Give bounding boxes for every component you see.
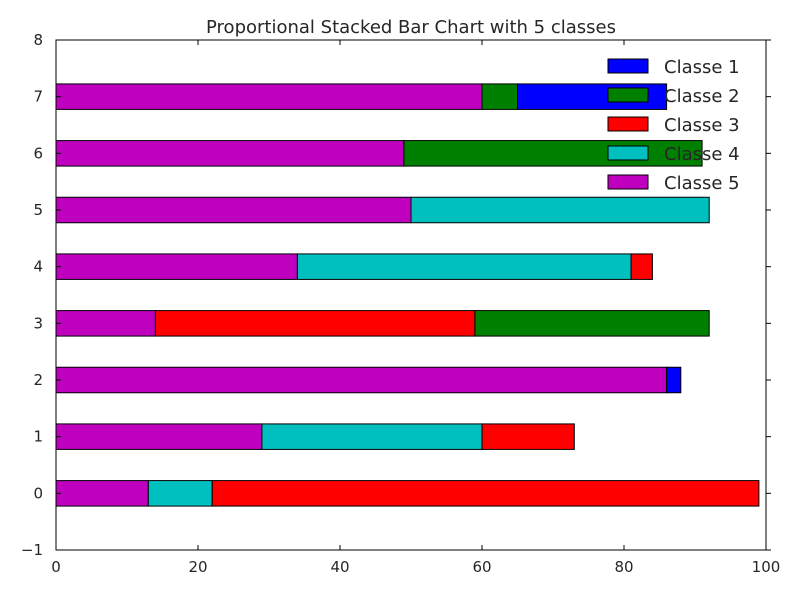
bar-segment-classe-5-row-3	[55, 310, 156, 337]
y-tick-label: 5	[33, 201, 43, 219]
legend-item-classe-1: Classe 1	[607, 57, 740, 78]
legend-label: Classe 2	[664, 86, 740, 107]
bar-segment-classe-3-row-0	[211, 480, 760, 507]
axis-ticks: 0 20 40 60 80 100 −1 0 1 2 3 4 5 6 7 8	[21, 31, 780, 576]
x-tick-label: 20	[188, 558, 207, 576]
bar-segment-classe-4-row-4	[296, 253, 632, 280]
bar-segment-classe-5-row-6	[55, 140, 405, 167]
y-tick-label: 4	[33, 258, 43, 276]
y-tick-label: 3	[33, 314, 43, 332]
x-tick-label: 80	[614, 558, 633, 576]
chart-title: Proportional Stacked Bar Chart with 5 cl…	[206, 17, 616, 38]
legend-swatch	[607, 87, 649, 103]
bar-segment-classe-5-row-5	[55, 196, 412, 224]
x-tick-label: 0	[51, 558, 61, 576]
legend-swatch	[607, 58, 649, 74]
legend-item-classe-3: Classe 3	[607, 115, 740, 136]
bar-segment-classe-4-row-0	[147, 480, 213, 507]
bar-segment-classe-2-row-3	[474, 310, 710, 337]
legend-label: Classe 4	[664, 144, 740, 165]
x-tick-label: 100	[752, 558, 781, 576]
bar-segment-classe-5-row-0	[55, 480, 149, 507]
bar-segment-classe-3-row-3	[154, 310, 476, 337]
legend-label: Classe 1	[664, 57, 740, 78]
bar-segment-classe-5-row-7	[55, 83, 483, 110]
legend-label: Classe 3	[664, 115, 740, 136]
bar-segment-classe-5-row-4	[55, 253, 298, 280]
x-tick-label: 60	[472, 558, 491, 576]
y-tick-label: −1	[21, 541, 43, 559]
bar-segment-classe-1-row-2	[666, 366, 682, 394]
y-tick-label: 1	[33, 428, 43, 446]
legend-swatch	[607, 174, 649, 190]
legend: Classe 1 Classe 2 Classe 3 Classe 4 Classe 5	[607, 57, 740, 194]
bar-segment-classe-2-row-6	[403, 140, 703, 167]
y-tick-label: 8	[33, 31, 43, 49]
legend-label: Classe 5	[664, 173, 740, 194]
y-tick-label: 2	[33, 371, 43, 389]
x-tick-label: 40	[330, 558, 349, 576]
y-tick-label: 7	[33, 88, 43, 106]
bar-segment-classe-3-row-1	[481, 423, 575, 450]
y-tick-label: 0	[33, 484, 43, 502]
legend-item-classe-4: Classe 4	[607, 144, 740, 165]
bar-segment-classe-5-row-2	[55, 366, 668, 394]
legend-swatch	[607, 116, 649, 132]
bar-segment-classe-4-row-5	[410, 196, 710, 224]
bar-segment-classe-3-row-4	[630, 253, 653, 280]
legend-item-classe-2: Classe 2	[607, 86, 740, 107]
bars-layer	[55, 83, 760, 507]
legend-swatch	[607, 145, 649, 161]
plot-frame	[55, 39, 767, 551]
bar-segment-classe-2-row-7	[481, 83, 518, 110]
bar-segment-classe-4-row-1	[261, 423, 483, 450]
bar-segment-classe-5-row-1	[55, 423, 263, 450]
legend-item-classe-5: Classe 5	[607, 173, 740, 194]
y-tick-label: 6	[33, 144, 43, 162]
